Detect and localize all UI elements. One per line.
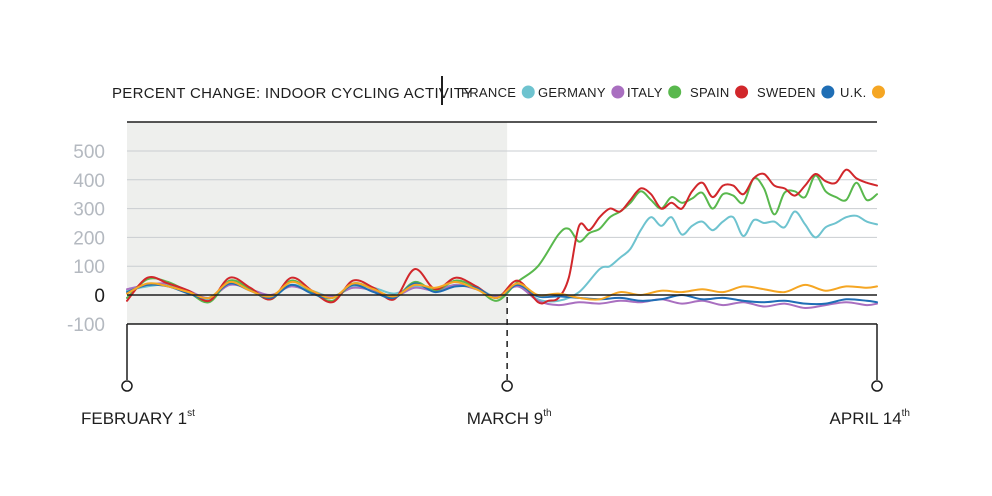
date-label-suffix: st: [187, 408, 195, 419]
date-label-main: APRIL 14: [830, 409, 902, 428]
legend-label-u-k: U.K.: [840, 85, 866, 100]
legend-label-germany: GERMANY: [538, 85, 606, 100]
legend-label-sweden: SWEDEN: [757, 85, 816, 100]
legend-label-italy: ITALY: [627, 85, 663, 100]
y-tick-label: 200: [73, 228, 105, 249]
y-tick-label: 400: [73, 171, 105, 192]
y-tick-label: 0: [94, 286, 105, 307]
legend-dot-germany: [611, 85, 625, 99]
timeline-marker: [871, 380, 883, 392]
date-label: APRIL 14th: [830, 408, 910, 428]
date-label: FEBRUARY 1st: [81, 408, 195, 428]
y-tick-label: 500: [73, 142, 105, 163]
y-tick-label: 300: [73, 200, 105, 221]
timeline-marker: [501, 380, 513, 392]
legend-dot-france: [521, 85, 535, 99]
date-label-suffix: th: [902, 408, 910, 419]
series-line-u-k: [126, 280, 878, 301]
y-tick-label: -100: [67, 315, 105, 336]
y-tick-label: 100: [73, 257, 105, 278]
date-label: MARCH 9th: [467, 408, 552, 428]
legend-dot-sweden: [821, 85, 835, 99]
legend-label-france: FRANCE: [461, 85, 516, 100]
chart-legend: PERCENT CHANGE: INDOOR CYCLING ACTIVITY …: [112, 76, 885, 105]
legend-dot-italy: [668, 85, 682, 99]
chart-title: PERCENT CHANGE: INDOOR CYCLING ACTIVITY: [112, 85, 473, 102]
date-label-main: MARCH 9: [467, 409, 544, 428]
legend-label-spain: SPAIN: [690, 85, 730, 100]
timeline-marker: [121, 380, 133, 392]
legend-dot-spain: [735, 85, 749, 99]
legend-dot-u-k: [871, 85, 885, 99]
date-label-suffix: th: [543, 408, 551, 419]
date-label-main: FEBRUARY 1: [81, 409, 187, 428]
